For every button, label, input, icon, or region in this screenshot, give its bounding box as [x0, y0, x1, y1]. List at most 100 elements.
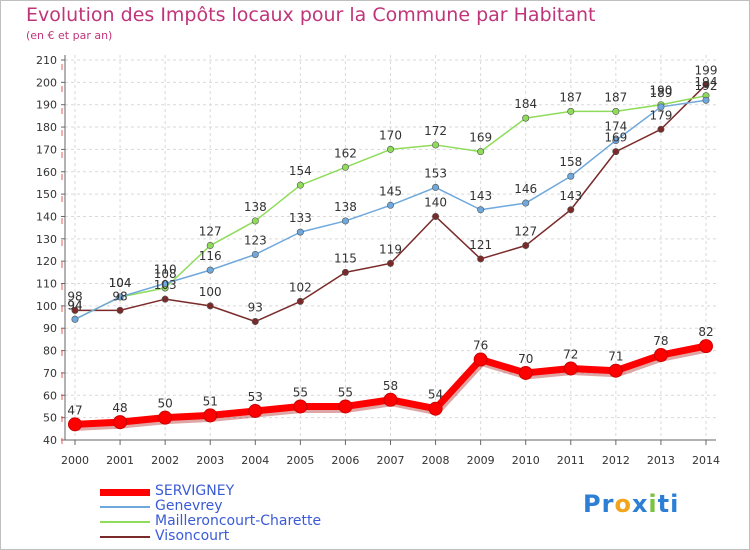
- data-point: [386, 145, 394, 153]
- data-point: [293, 399, 308, 414]
- data-label: 140: [424, 195, 447, 209]
- data-point: [567, 107, 575, 115]
- data-point: [702, 96, 710, 104]
- y-tick-label: 100: [36, 300, 57, 313]
- data-label: 115: [334, 251, 357, 265]
- x-tick-label: 2011: [557, 454, 585, 467]
- data-label: 192: [695, 79, 718, 93]
- data-label: 169: [469, 131, 492, 145]
- data-point: [296, 297, 304, 305]
- data-label: 143: [559, 189, 582, 203]
- data-point: [612, 107, 620, 115]
- y-tick-label: 210: [36, 54, 57, 67]
- x-tick-label: 2004: [241, 454, 269, 467]
- data-label: 78: [653, 334, 668, 348]
- y-tick-label: 60: [43, 389, 57, 402]
- data-point: [653, 348, 668, 363]
- y-tick-label: 90: [43, 322, 57, 335]
- data-label: 146: [514, 182, 537, 196]
- data-point: [251, 250, 259, 258]
- data-point: [341, 217, 349, 225]
- y-tick-label: 180: [36, 121, 57, 134]
- data-label: 110: [154, 263, 177, 277]
- legend-label: Mailleroncourt-Charette: [155, 513, 322, 529]
- data-point: [296, 228, 304, 236]
- data-point: [477, 148, 485, 156]
- data-label: 187: [604, 90, 627, 104]
- legend-swatch: [100, 521, 150, 523]
- data-label: 48: [112, 401, 127, 415]
- data-label: 127: [199, 225, 222, 239]
- data-point: [386, 201, 394, 209]
- data-label: 93: [248, 301, 263, 315]
- data-point: [206, 242, 214, 250]
- data-label: 184: [514, 97, 537, 111]
- data-label: 51: [203, 394, 218, 408]
- data-point: [71, 306, 79, 314]
- logo-letters: i: [648, 490, 658, 518]
- y-tick-label: 110: [36, 278, 57, 291]
- data-label: 190: [649, 84, 672, 98]
- data-label: 108: [154, 267, 177, 281]
- data-label: 158: [559, 155, 582, 169]
- data-point: [116, 306, 124, 314]
- data-point: [477, 206, 485, 214]
- data-label: 55: [338, 385, 353, 399]
- chart-subtitle: (en € et par an): [26, 29, 113, 42]
- data-label: 133: [289, 211, 312, 225]
- data-label: 58: [383, 379, 398, 393]
- data-label: 138: [244, 200, 267, 214]
- data-label: 98: [67, 289, 82, 303]
- data-point: [473, 352, 488, 367]
- legend-swatch: [100, 506, 150, 508]
- y-tick-label: 120: [36, 255, 57, 268]
- data-point: [206, 302, 214, 310]
- x-tick-label: 2007: [377, 454, 405, 467]
- data-point: [522, 199, 530, 207]
- x-tick-label: 2002: [151, 454, 179, 467]
- data-label: 94: [67, 298, 82, 312]
- data-point: [702, 81, 710, 89]
- data-point: [296, 181, 304, 189]
- y-tick-label: 140: [36, 210, 57, 223]
- data-point: [203, 408, 218, 423]
- data-point: [383, 392, 398, 407]
- data-label: 103: [154, 278, 177, 292]
- data-label: 127: [514, 225, 537, 239]
- data-label: 54: [428, 388, 443, 402]
- data-point: [699, 339, 713, 354]
- data-point: [248, 403, 263, 418]
- data-point: [432, 212, 440, 220]
- y-tick-label: 150: [36, 188, 57, 201]
- data-label: 154: [289, 164, 312, 178]
- y-tick-label: 80: [43, 345, 57, 358]
- data-point: [251, 217, 259, 225]
- x-tick-label: 2008: [422, 454, 450, 467]
- data-point: [432, 183, 440, 191]
- data-point: [567, 206, 575, 214]
- data-point: [113, 415, 128, 430]
- x-tick-label: 2003: [196, 454, 224, 467]
- data-label: 98: [112, 289, 127, 303]
- data-point: [608, 363, 623, 378]
- data-label: 82: [698, 325, 713, 339]
- logo-letters: x: [631, 490, 649, 518]
- data-point: [477, 255, 485, 263]
- x-tick-label: 2005: [286, 454, 314, 467]
- data-point: [206, 266, 214, 274]
- data-point: [612, 148, 620, 156]
- data-point: [432, 141, 440, 149]
- data-label: 47: [67, 403, 82, 417]
- legend-label: Genevrey: [155, 498, 223, 514]
- data-label: 145: [379, 184, 402, 198]
- x-tick-label: 2013: [647, 454, 675, 467]
- data-point: [251, 318, 259, 326]
- y-tick-label: 200: [36, 76, 57, 89]
- data-label: 72: [563, 347, 578, 361]
- data-label: 162: [334, 146, 357, 160]
- data-point: [338, 399, 353, 414]
- data-point: [657, 125, 665, 133]
- data-point: [612, 136, 620, 144]
- proxiti-logo: Proxiti: [583, 490, 679, 518]
